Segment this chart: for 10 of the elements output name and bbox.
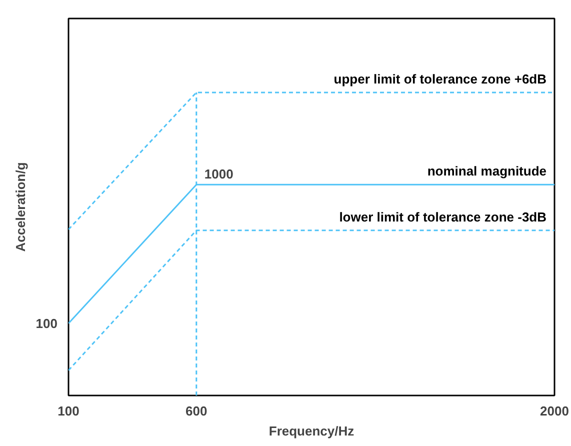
series-label: nominal magnitude bbox=[427, 164, 546, 179]
x-tick-label: 2000 bbox=[540, 404, 569, 418]
y-axis-title: Acceleration/g bbox=[12, 162, 28, 252]
annotation: 100 bbox=[36, 316, 58, 331]
annotation: 1000 bbox=[204, 166, 234, 182]
series-label: lower limit of tolerance zone -3dB bbox=[339, 209, 547, 224]
x-tick-label: 100 bbox=[58, 404, 80, 418]
x-axis-title: Frequency/Hz bbox=[268, 424, 355, 438]
x-tick-label: 600 bbox=[186, 404, 208, 418]
series-label: upper limit of tolerance zone +6dB bbox=[334, 71, 547, 86]
